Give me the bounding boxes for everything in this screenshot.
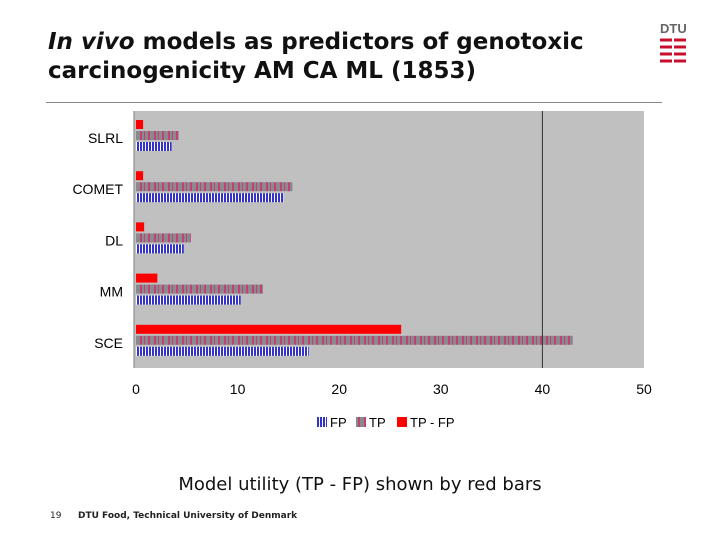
bar-mm-fp	[136, 295, 241, 305]
legend-fp-swatch	[317, 417, 327, 427]
legend-fp-label: FP	[330, 415, 347, 430]
bar-comet-fp	[136, 193, 284, 203]
logo-text: DTU	[660, 21, 687, 36]
title-rule	[46, 102, 662, 103]
title-rest: models as predictors of genotoxic carcin…	[48, 29, 584, 84]
x-tick-label-50: 50	[636, 381, 652, 397]
bar-comet-tp	[136, 182, 293, 192]
bar-sce-tp	[136, 335, 573, 345]
footer-text: DTU Food, Technical University of Denmar…	[78, 511, 298, 521]
x-tick-label-30: 30	[433, 381, 449, 397]
y-tick-label-dl: DL	[105, 232, 123, 248]
legend-tp-fp-swatch	[397, 417, 407, 427]
legend: FP TP TP - FP	[317, 415, 455, 430]
title-italic: In vivo	[48, 29, 135, 55]
bar-slrl-tp	[136, 131, 179, 140]
caption: Model utility (TP - FP) shown by red bar…	[178, 474, 542, 495]
y-tick-label-slrl: SLRL	[88, 130, 123, 146]
bar-mm-tp	[136, 284, 263, 294]
bar-slrl-tp-fp	[136, 120, 144, 129]
page-number: 19	[50, 511, 62, 521]
dtu-logo: DTU	[660, 21, 687, 64]
y-tick-label-mm: MM	[100, 284, 123, 300]
legend-tp-fp-label: TP - FP	[410, 415, 455, 430]
bar-comet-tp-fp	[136, 171, 144, 181]
y-tick-label-comet: COMET	[72, 181, 123, 197]
bar-sce-fp	[136, 346, 309, 356]
bar-dl-tp	[136, 233, 191, 243]
bar-mm-tp-fp	[136, 273, 158, 283]
legend-tp-label: TP	[369, 415, 386, 430]
x-tick-label-0: 0	[132, 381, 140, 397]
slide-title: In vivo models as predictors of genotoxi…	[48, 28, 648, 86]
x-tick-label-10: 10	[230, 381, 246, 397]
bar-chart: SLRL COMET DL MM SCE 0 10 20 30 40 50 FP TP TP - …	[72, 111, 652, 430]
bar-sce-tp-fp	[136, 324, 402, 334]
x-tick-label-20: 20	[331, 381, 347, 397]
bar-dl-fp	[136, 244, 184, 254]
bar-dl-tp-fp	[136, 222, 145, 232]
bar-slrl-fp	[136, 142, 172, 151]
legend-tp-swatch	[356, 417, 366, 427]
x-tick-label-40: 40	[535, 381, 551, 397]
y-tick-label-sce: SCE	[94, 335, 123, 351]
logo-mark	[660, 37, 686, 64]
